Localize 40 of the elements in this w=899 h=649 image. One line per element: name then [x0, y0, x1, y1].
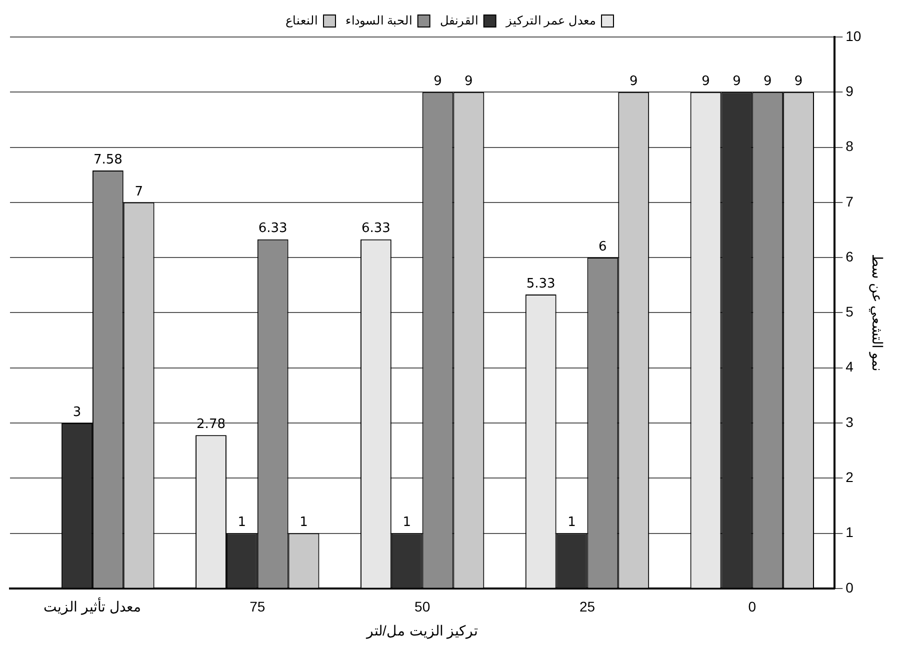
data-label: 6	[598, 239, 607, 254]
data-label: 9	[763, 74, 772, 90]
data-label: 5.33	[526, 276, 556, 292]
y-tick-label: 0	[846, 579, 854, 596]
data-label: 6.33	[361, 221, 390, 236]
legend-label: النعناع	[286, 13, 318, 28]
y-tick-label: 3	[846, 414, 854, 430]
legend-label: القرنفل	[440, 13, 478, 28]
legend-label: الحبة السوداء	[345, 13, 412, 28]
data-label: 9	[794, 74, 803, 90]
data-label: 1	[568, 515, 576, 530]
data-label: 9	[464, 74, 473, 90]
y-tick-label: 2	[846, 468, 854, 485]
y-tick-label: 10	[846, 28, 862, 44]
data-label: 1	[238, 515, 246, 530]
data-label: 9	[629, 74, 638, 90]
y-tick-label: 6	[846, 248, 854, 264]
y-tick-label: 5	[846, 304, 854, 320]
y-tick-label: 1	[846, 524, 854, 540]
legend-label: معدل عمر التركيز	[504, 13, 596, 28]
y-tick-label: 8	[846, 138, 854, 154]
data-label: 9	[434, 74, 442, 90]
data-label: 7.58	[93, 152, 122, 168]
data-label: 6.33	[258, 221, 288, 236]
x-tick-label: 0	[748, 598, 756, 615]
x-tick-label: معدل تأثير الزيت	[44, 596, 142, 616]
x-axis-title: تركيز الزيت مل/لتر	[365, 622, 478, 640]
data-label: 7	[134, 184, 143, 200]
data-label: 9	[732, 74, 741, 90]
y-tick-label: 4	[846, 358, 854, 375]
x-tick-label: 25	[579, 598, 596, 615]
y-tick-label: 7	[846, 193, 854, 210]
x-tick-label: 50	[414, 598, 430, 615]
y-axis-title: نمو التشعي عن سط	[868, 254, 886, 372]
y-tick-label: 9	[846, 83, 854, 99]
data-label: 9	[702, 74, 710, 90]
data-label: 3	[72, 404, 82, 420]
data-label: 1	[300, 515, 308, 530]
data-label: 1	[402, 515, 411, 530]
x-tick-label: 75	[250, 598, 266, 615]
